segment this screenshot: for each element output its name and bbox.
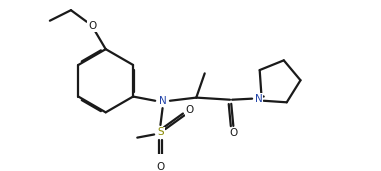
Text: S: S	[157, 127, 164, 137]
Text: O: O	[186, 105, 194, 115]
Text: O: O	[156, 162, 165, 171]
Text: O: O	[229, 128, 237, 138]
Text: O: O	[88, 21, 96, 31]
Text: N: N	[255, 94, 262, 104]
Text: N: N	[159, 96, 166, 106]
